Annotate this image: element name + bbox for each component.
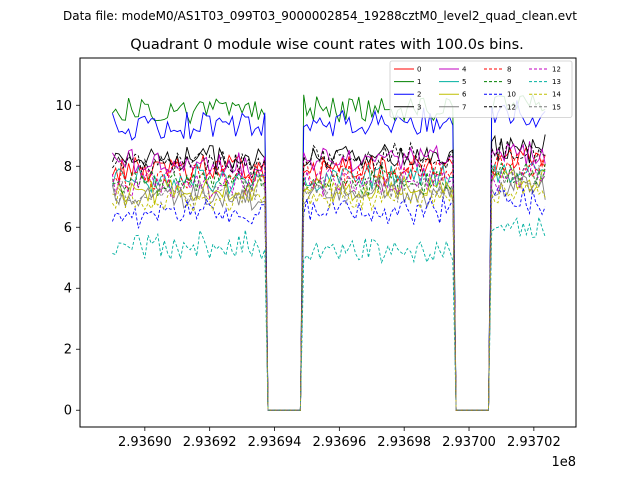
series-line-7 <box>112 167 546 411</box>
x-tick-label: 2.93702 <box>507 435 561 450</box>
legend-box <box>389 60 573 118</box>
y-tick-label: 8 <box>64 160 72 175</box>
legend-label: 15 <box>552 103 561 111</box>
series-line-4 <box>111 134 546 411</box>
x-tick-label: 2.93696 <box>312 435 366 450</box>
series-line-3 <box>111 100 546 411</box>
axes-frame <box>79 57 577 428</box>
legend-label: 8 <box>507 66 511 74</box>
legend-label: 0 <box>417 66 421 74</box>
series-line-15 <box>112 178 546 411</box>
y-tick-label: 0 <box>64 404 72 419</box>
legend-label: 3 <box>417 103 421 111</box>
series-line-11 <box>111 187 546 411</box>
legend-label: 10 <box>507 91 516 99</box>
legend-label: 9 <box>507 78 511 86</box>
chart-title: Quadrant 0 module wise count rates with … <box>130 37 524 53</box>
x-offset-label: 1e8 <box>551 455 576 470</box>
y-tick-label: 4 <box>64 282 72 297</box>
x-tick-label: 2.93692 <box>183 435 237 450</box>
legend-label: 13 <box>552 78 561 86</box>
plot-area <box>79 57 577 428</box>
legend-label: 5 <box>462 78 466 86</box>
x-tick-label: 2.93700 <box>442 435 496 450</box>
series-line-2 <box>112 92 546 411</box>
legend-label: 6 <box>462 91 467 99</box>
series-line-6 <box>111 161 546 411</box>
series-line-16 <box>111 165 546 411</box>
series-line-14 <box>112 217 546 411</box>
x-tick-label: 2.93694 <box>248 435 302 450</box>
y-tick-label: 6 <box>64 221 72 236</box>
y-tick-label: 10 <box>55 99 72 114</box>
legend-label: 2 <box>417 91 421 99</box>
legend-label: 4 <box>462 66 467 74</box>
series-layer <box>111 92 546 411</box>
x-tick-label: 2.93698 <box>377 435 431 450</box>
series-line-8 <box>111 173 546 411</box>
legend-label: 14 <box>552 91 561 99</box>
legend-label: 7 <box>462 103 466 111</box>
legend-label: 1 <box>417 78 421 86</box>
y-axis: 0 2 4 6 8 10 <box>55 99 80 419</box>
figure-suptitle: Data file: modeM0/AS1T03_099T03_90000028… <box>63 9 577 23</box>
series-line-10 <box>112 161 546 411</box>
x-axis: 2.93690 2.93692 2.93694 2.93696 2.93698 2.937… <box>118 427 561 450</box>
legend-label: 12 <box>552 66 561 74</box>
series-line-12 <box>112 138 546 411</box>
legend-label: 12 <box>507 103 516 111</box>
x-tick-label: 2.93690 <box>118 435 172 450</box>
y-tick-label: 2 <box>64 343 72 358</box>
